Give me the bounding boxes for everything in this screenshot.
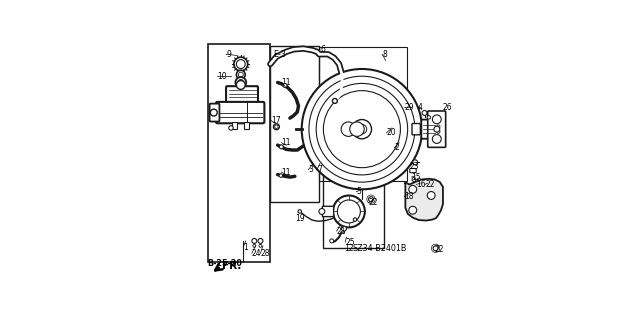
Text: 24: 24 [252,249,262,258]
Text: 11: 11 [282,168,291,177]
Text: 25: 25 [345,238,355,247]
Circle shape [283,84,287,87]
Circle shape [301,69,422,189]
Text: 16: 16 [417,180,426,189]
Text: 4: 4 [418,102,422,112]
FancyBboxPatch shape [435,122,442,136]
Circle shape [333,196,365,227]
Circle shape [319,209,325,214]
Text: 2: 2 [394,143,399,152]
Circle shape [341,122,356,137]
FancyBboxPatch shape [428,111,445,147]
Circle shape [412,178,416,182]
Circle shape [409,185,417,193]
Circle shape [258,239,263,243]
Circle shape [330,239,333,243]
Circle shape [279,174,282,177]
FancyBboxPatch shape [421,120,436,139]
FancyBboxPatch shape [323,206,333,217]
Circle shape [353,218,356,221]
Text: 26: 26 [442,102,452,112]
Circle shape [309,76,415,182]
Circle shape [234,57,248,71]
Circle shape [236,80,245,89]
Circle shape [352,120,372,139]
Circle shape [417,178,420,181]
Circle shape [433,135,441,144]
Circle shape [413,160,418,165]
Text: 22: 22 [369,198,378,207]
Circle shape [369,197,374,202]
Circle shape [427,116,431,119]
Circle shape [332,99,337,103]
Circle shape [236,77,246,88]
Bar [244,122,250,129]
Text: 6: 6 [321,45,326,54]
Circle shape [280,145,284,149]
FancyBboxPatch shape [410,168,416,173]
Circle shape [323,91,401,168]
Circle shape [337,200,360,223]
Text: 28: 28 [260,249,270,258]
Circle shape [228,126,233,130]
Circle shape [211,109,217,116]
Circle shape [434,126,440,132]
Circle shape [436,125,440,129]
Bar [319,47,407,181]
Circle shape [275,125,278,129]
Text: FR.: FR. [222,261,241,271]
Circle shape [350,122,364,137]
Text: 10: 10 [217,72,227,81]
Text: 17: 17 [271,116,280,125]
FancyBboxPatch shape [210,104,220,122]
Text: 12: 12 [344,244,353,253]
Text: 20: 20 [387,128,396,137]
Text: 18: 18 [404,192,413,201]
Text: 11: 11 [282,138,291,147]
Bar [323,167,384,248]
Text: 29: 29 [404,102,414,112]
Text: 21: 21 [337,226,346,236]
Text: 19: 19 [295,214,305,223]
Circle shape [236,60,245,69]
Circle shape [238,72,243,77]
Text: 9: 9 [226,50,231,59]
Text: 15: 15 [412,173,421,182]
Bar [270,46,319,202]
Circle shape [253,244,256,247]
Text: 3: 3 [308,165,313,174]
Circle shape [238,79,244,85]
Bar [232,122,237,129]
Circle shape [259,244,262,247]
Circle shape [316,84,408,175]
Text: 11: 11 [282,78,291,87]
Bar [208,44,269,262]
Text: B-25-20: B-25-20 [207,259,243,268]
Circle shape [298,210,301,213]
Text: 5: 5 [356,187,361,196]
Text: E-3: E-3 [273,50,286,59]
Circle shape [342,226,346,231]
Text: 8: 8 [382,50,387,59]
Circle shape [422,110,427,115]
Text: 1: 1 [243,242,248,252]
Circle shape [236,70,245,79]
Circle shape [433,246,438,251]
Polygon shape [405,179,443,220]
FancyBboxPatch shape [412,123,420,135]
FancyBboxPatch shape [216,102,264,123]
FancyBboxPatch shape [226,86,258,105]
Text: 22: 22 [425,180,435,189]
Text: 7: 7 [317,165,322,174]
Text: SZ34-B2401B: SZ34-B2401B [353,244,407,253]
Circle shape [436,130,440,133]
Text: 22: 22 [435,245,444,254]
Circle shape [433,115,441,124]
Circle shape [252,239,257,243]
Circle shape [428,191,435,199]
Circle shape [409,206,417,214]
Circle shape [357,124,367,134]
Text: 23: 23 [409,161,419,171]
Circle shape [273,124,280,130]
